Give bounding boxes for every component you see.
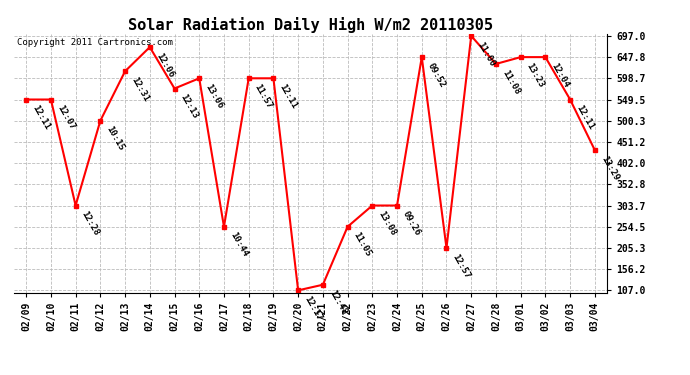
Text: 13:06: 13:06 [204, 82, 225, 110]
Text: 11:05: 11:05 [352, 231, 373, 259]
Text: 12:28: 12:28 [80, 210, 101, 237]
Text: 09:52: 09:52 [426, 61, 447, 89]
Text: 12:07: 12:07 [55, 104, 77, 132]
Text: 12:17: 12:17 [302, 294, 324, 322]
Text: 12:31: 12:31 [129, 75, 150, 103]
Text: 12:06: 12:06 [154, 51, 175, 79]
Text: 10:44: 10:44 [228, 231, 249, 259]
Text: 10:15: 10:15 [104, 125, 126, 153]
Text: 12:57: 12:57 [451, 252, 472, 280]
Title: Solar Radiation Daily High W/m2 20110305: Solar Radiation Daily High W/m2 20110305 [128, 16, 493, 33]
Text: 13:23: 13:23 [525, 61, 546, 89]
Text: 12:11: 12:11 [30, 104, 52, 132]
Text: 12:11: 12:11 [574, 104, 595, 132]
Text: 13:08: 13:08 [377, 210, 397, 237]
Text: 12:48: 12:48 [327, 289, 348, 316]
Text: 13:29: 13:29 [599, 154, 620, 182]
Text: 11:57: 11:57 [253, 82, 274, 110]
Text: 12:04: 12:04 [549, 61, 571, 89]
Text: Copyright 2011 Cartronics.com: Copyright 2011 Cartronics.com [17, 38, 172, 46]
Text: 12:11: 12:11 [277, 82, 299, 110]
Text: 11:00: 11:00 [475, 40, 497, 68]
Text: 09:26: 09:26 [401, 210, 422, 237]
Text: 11:08: 11:08 [500, 68, 522, 96]
Text: 12:13: 12:13 [179, 93, 200, 120]
